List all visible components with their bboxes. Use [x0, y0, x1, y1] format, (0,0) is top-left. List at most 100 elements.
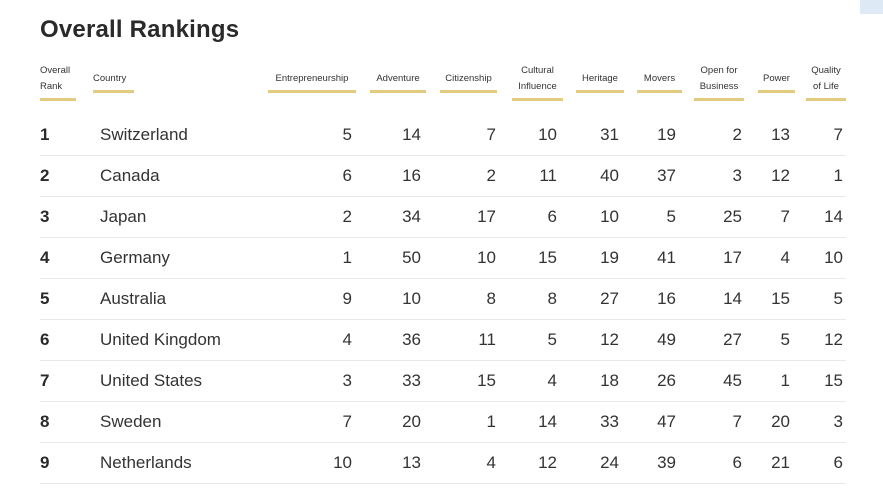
- score-cell-movers: 16: [657, 289, 676, 308]
- table-row: 5 Australia 9 10 8 8 27 16 14 15 5: [40, 278, 846, 320]
- score-cell-open-for-business: 25: [723, 207, 742, 226]
- score-cell-cultural-influence: 6: [547, 207, 557, 226]
- score-cell-entrepreneurship: 5: [342, 125, 352, 144]
- column-header-underline: [512, 98, 563, 101]
- column-header-rank: Overall Rank: [40, 63, 76, 101]
- score-cell-cultural-influence: 4: [547, 371, 557, 390]
- score-cell-adventure: 34: [402, 207, 421, 226]
- column-header-underline: [93, 90, 134, 93]
- score-cell-movers: 47: [657, 412, 676, 431]
- score-cell-adventure: 16: [402, 166, 421, 185]
- table-row: 7 United States 3 33 15 4 18 26 45 1 15: [40, 360, 846, 402]
- score-cell-citizenship: 15: [477, 371, 496, 390]
- column-header-text: Business: [699, 81, 739, 92]
- score-cell-power: 12: [771, 166, 790, 185]
- rank-cell: 7: [40, 371, 50, 390]
- score-cell-power: 4: [780, 248, 790, 267]
- score-cell-quality-of-life: 12: [824, 330, 843, 349]
- score-cell-movers: 39: [657, 453, 676, 472]
- score-cell-quality-of-life: 1: [833, 166, 843, 185]
- rank-cell: 2: [40, 166, 50, 185]
- score-cell-adventure: 10: [402, 289, 421, 308]
- rank-cell: 9: [40, 453, 50, 472]
- score-cell-open-for-business: 7: [732, 412, 742, 431]
- column-header-citizenship: Citizenship: [440, 71, 497, 93]
- corner-tab: [860, 0, 883, 14]
- score-cell-movers: 41: [657, 248, 676, 267]
- column-header-text: Country: [93, 73, 127, 84]
- column-header-entrepreneurship: Entrepreneurship: [268, 71, 356, 93]
- column-header-text: Heritage: [582, 73, 618, 84]
- score-cell-citizenship: 4: [486, 453, 496, 472]
- score-cell-quality-of-life: 5: [833, 289, 843, 308]
- score-cell-power: 5: [780, 330, 790, 349]
- score-cell-entrepreneurship: 10: [333, 453, 352, 472]
- column-header-text: Entrepreneurship: [275, 73, 349, 84]
- score-cell-heritage: 40: [600, 166, 619, 185]
- column-header-underline: [806, 98, 846, 101]
- score-cell-open-for-business: 2: [732, 125, 742, 144]
- score-cell-heritage: 18: [600, 371, 619, 390]
- column-header-cultural-influence: Cultural Influence: [512, 63, 563, 101]
- score-cell-power: 21: [771, 453, 790, 472]
- score-cell-adventure: 13: [402, 453, 421, 472]
- column-header-text: of Life: [813, 81, 839, 92]
- column-header-text: Overall: [40, 65, 71, 76]
- score-cell-quality-of-life: 6: [833, 453, 843, 472]
- table-row: 8 Sweden 7 20 1 14 33 47 7 20 3: [40, 401, 846, 443]
- table-row: 2 Canada 6 16 2 11 40 37 3 12 1: [40, 155, 846, 197]
- score-cell-movers: 37: [657, 166, 676, 185]
- score-cell-entrepreneurship: 9: [342, 289, 352, 308]
- column-header-text: Rank: [40, 81, 63, 92]
- score-cell-cultural-influence: 10: [538, 125, 557, 144]
- score-cell-cultural-influence: 5: [547, 330, 557, 349]
- column-header-open-for-business: Open for Business: [694, 63, 744, 101]
- score-cell-open-for-business: 17: [723, 248, 742, 267]
- column-header-text: Quality: [811, 65, 841, 76]
- column-header-movers: Movers: [637, 71, 682, 93]
- score-cell-power: 20: [771, 412, 790, 431]
- score-cell-movers: 5: [666, 207, 676, 226]
- score-cell-cultural-influence: 12: [538, 453, 557, 472]
- score-cell-power: 13: [771, 125, 790, 144]
- score-cell-heritage: 19: [600, 248, 619, 267]
- score-cell-entrepreneurship: 6: [342, 166, 352, 185]
- rank-cell: 5: [40, 289, 50, 308]
- score-cell-citizenship: 10: [477, 248, 496, 267]
- score-cell-open-for-business: 45: [723, 371, 742, 390]
- score-cell-adventure: 33: [402, 371, 421, 390]
- rank-cell: 3: [40, 207, 50, 226]
- column-header-underline: [576, 90, 624, 93]
- score-cell-citizenship: 2: [486, 166, 496, 185]
- score-cell-heritage: 12: [600, 330, 619, 349]
- column-header-underline: [637, 90, 682, 93]
- country-cell: United Kingdom: [100, 330, 221, 349]
- score-cell-entrepreneurship: 2: [342, 207, 352, 226]
- score-cell-power: 7: [780, 207, 790, 226]
- score-cell-quality-of-life: 14: [824, 207, 843, 226]
- table-row: 9 Netherlands 10 13 4 12 24 39 6 21 6: [40, 442, 846, 484]
- column-header-underline: [40, 98, 76, 101]
- score-cell-citizenship: 1: [486, 412, 496, 431]
- score-cell-cultural-influence: 11: [539, 166, 557, 185]
- table-row: 1 Switzerland 5 14 7 10 31 19 2 13 7: [40, 114, 846, 156]
- column-header-text: Influence: [518, 81, 557, 92]
- column-header-adventure: Adventure: [370, 71, 426, 93]
- score-cell-open-for-business: 6: [732, 453, 742, 472]
- column-header-text: Adventure: [376, 73, 420, 84]
- score-cell-movers: 19: [657, 125, 676, 144]
- score-cell-cultural-influence: 15: [538, 248, 557, 267]
- score-cell-entrepreneurship: 1: [342, 248, 352, 267]
- column-header-underline: [370, 90, 426, 93]
- score-cell-open-for-business: 27: [723, 330, 742, 349]
- country-cell: United States: [100, 371, 203, 390]
- country-cell: Australia: [100, 289, 167, 308]
- score-cell-heritage: 27: [600, 289, 619, 308]
- score-cell-adventure: 50: [402, 248, 421, 267]
- column-header-text: Movers: [643, 73, 676, 84]
- rank-cell: 6: [40, 330, 50, 349]
- score-cell-cultural-influence: 8: [547, 289, 557, 308]
- score-cell-citizenship: 7: [486, 125, 496, 144]
- column-header-text: Open for: [700, 65, 738, 76]
- column-header-underline: [268, 90, 356, 93]
